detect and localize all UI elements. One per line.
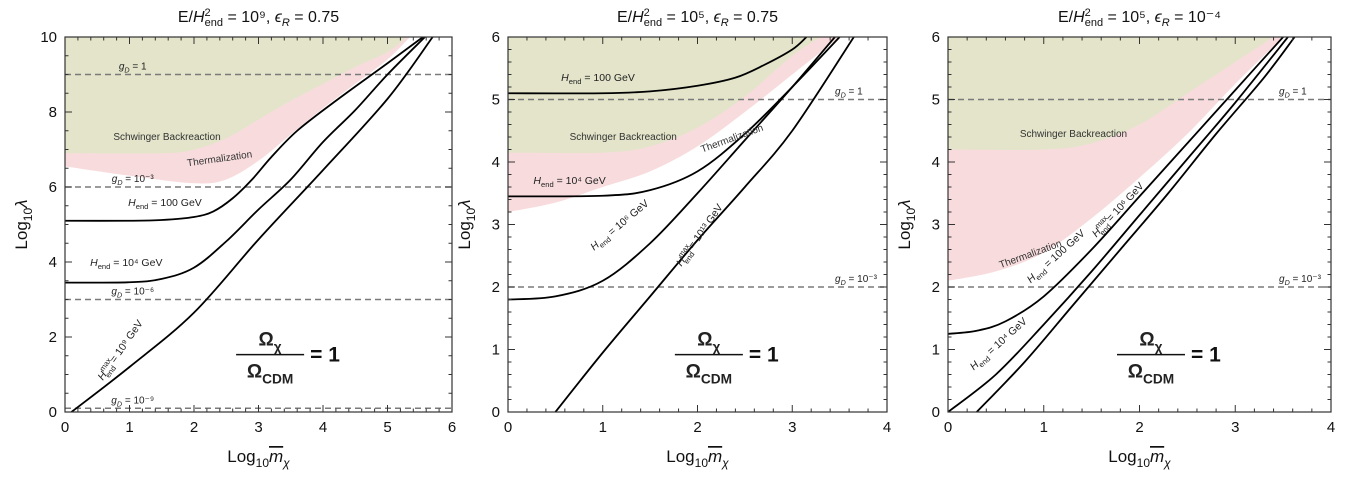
chart-title: E/H2 end = 10⁵, ϵR = 0.75 bbox=[617, 7, 778, 29]
y-tick-label: 5 bbox=[492, 92, 500, 109]
equals-one: = 1 bbox=[310, 344, 340, 367]
x-tick-label: 4 bbox=[1327, 419, 1335, 436]
y-axis-label: Log10λ bbox=[12, 199, 35, 249]
region-schwinger-backreaction bbox=[508, 37, 821, 154]
gd-label: gD = 1 bbox=[835, 87, 863, 100]
y-tick-label: 6 bbox=[492, 29, 500, 46]
series-line-3 bbox=[508, 37, 836, 301]
x-axis-label: Log10mχ bbox=[227, 447, 290, 470]
y-tick-label: 8 bbox=[49, 104, 57, 121]
x-tick-label: 2 bbox=[1135, 419, 1143, 436]
y-tick-label: 10 bbox=[40, 29, 57, 46]
curve-label: Hmaxend = 10¹³ GeV bbox=[672, 200, 728, 270]
series-line-2 bbox=[65, 37, 426, 284]
y-tick-label: 4 bbox=[932, 154, 940, 171]
y-tick-label: 1 bbox=[932, 342, 940, 359]
x-tick-label: 4 bbox=[319, 419, 327, 436]
y-tick-label: 2 bbox=[49, 329, 57, 346]
y-axis-label: Log10λ bbox=[455, 199, 478, 249]
equals-one: = 1 bbox=[749, 344, 779, 367]
x-tick-label: 1 bbox=[125, 419, 133, 436]
x-tick-label: 0 bbox=[61, 419, 69, 436]
y-tick-label: 6 bbox=[49, 179, 57, 196]
chart-title: E/H2 end = 10⁹, ϵR = 0.75 bbox=[178, 7, 339, 29]
y-tick-label: 2 bbox=[932, 279, 940, 296]
region-label: Schwinger Backreaction bbox=[1020, 129, 1127, 140]
chart-title: E/H2 end = 10⁵, ϵR = 10⁻⁴ bbox=[1058, 7, 1221, 29]
series-line-1 bbox=[508, 37, 808, 95]
gd-label: gD = 10⁻³ bbox=[835, 274, 878, 287]
y-tick-label: 1 bbox=[492, 342, 500, 359]
x-tick-label: 2 bbox=[693, 419, 701, 436]
y-tick-label: 6 bbox=[932, 29, 940, 46]
x-tick-label: 1 bbox=[1040, 419, 1048, 436]
series-line-2 bbox=[948, 37, 1289, 412]
curve-label: Hend = 100 GeV bbox=[561, 72, 635, 86]
gd-label: gD = 10⁻⁶ bbox=[111, 287, 154, 300]
x-tick-label: 2 bbox=[190, 419, 198, 436]
x-tick-label: 6 bbox=[448, 419, 456, 436]
omega-chi-numerator: Ωχ bbox=[259, 330, 282, 355]
x-tick-label: 5 bbox=[383, 419, 391, 436]
omega-ratio-label: Ωχ ΩCDM = 1 bbox=[674, 330, 779, 387]
equals-one: = 1 bbox=[1191, 344, 1221, 367]
omega-chi-numerator: Ωχ bbox=[697, 330, 720, 355]
curve-label: Hend = 10⁴ GeV bbox=[533, 175, 605, 189]
omega-ratio-label: Ωχ ΩCDM = 1 bbox=[236, 330, 340, 387]
chart-panel-1: gD = 1 gD = 10⁻³ gD = 10⁻⁶ gD = 10⁻⁹ Schwing… bbox=[12, 7, 456, 470]
plot-area bbox=[65, 37, 452, 412]
y-tick-label: 3 bbox=[492, 217, 500, 234]
curve-label: Hend = 10⁴ GeV bbox=[90, 257, 162, 271]
curve-label: Hend = 100 GeV bbox=[128, 197, 202, 211]
x-tick-label: 3 bbox=[788, 419, 796, 436]
y-tick-label: 4 bbox=[49, 254, 57, 271]
curve-label: Hend = 10⁶ GeV bbox=[588, 198, 652, 255]
x-tick-label: 3 bbox=[1231, 419, 1239, 436]
y-tick-label: 0 bbox=[49, 404, 57, 421]
plot-area bbox=[508, 37, 887, 412]
series-line-3 bbox=[976, 37, 1296, 412]
x-tick-label: 1 bbox=[599, 419, 607, 436]
y-tick-label: 0 bbox=[932, 404, 940, 421]
x-axis-label: Log10mχ bbox=[666, 447, 729, 470]
x-tick-label: 0 bbox=[944, 419, 952, 436]
series-line-1 bbox=[948, 37, 1284, 335]
x-tick-label: 0 bbox=[504, 419, 512, 436]
series-line-1 bbox=[65, 37, 424, 222]
gd-label: gD = 1 bbox=[1279, 87, 1307, 100]
gd-label: gD = 10⁻³ bbox=[1279, 274, 1322, 287]
y-tick-label: 2 bbox=[492, 279, 500, 296]
y-tick-label: 3 bbox=[932, 217, 940, 234]
gd-label: gD = 10⁻⁹ bbox=[111, 395, 154, 408]
y-axis-label: Log10λ bbox=[895, 199, 918, 249]
omega-ratio-label: Ωχ ΩCDM = 1 bbox=[1116, 330, 1221, 387]
region-label: Schwinger Backreaction bbox=[113, 132, 220, 143]
omega-chi-numerator: Ωχ bbox=[1139, 330, 1162, 355]
series-line-4 bbox=[554, 37, 855, 412]
x-axis-label: Log10mχ bbox=[1108, 447, 1171, 470]
omega-cdm-denominator: ΩCDM bbox=[686, 362, 732, 387]
x-tick-label: 4 bbox=[883, 419, 891, 436]
gd-label: gD = 1 bbox=[119, 62, 147, 75]
plot-area bbox=[948, 37, 1331, 412]
y-tick-label: 4 bbox=[492, 154, 500, 171]
gd-label: gD = 10⁻³ bbox=[112, 174, 155, 187]
region-schwinger-backreaction bbox=[65, 37, 407, 154]
region-schwinger-backreaction bbox=[948, 37, 1274, 150]
omega-cdm-denominator: ΩCDM bbox=[247, 362, 293, 387]
x-tick-label: 3 bbox=[254, 419, 262, 436]
y-tick-label: 0 bbox=[492, 404, 500, 421]
series-line-3 bbox=[70, 37, 434, 412]
y-tick-label: 5 bbox=[932, 92, 940, 109]
region-label: Schwinger Backreaction bbox=[570, 132, 677, 143]
omega-cdm-denominator: ΩCDM bbox=[1128, 362, 1174, 387]
